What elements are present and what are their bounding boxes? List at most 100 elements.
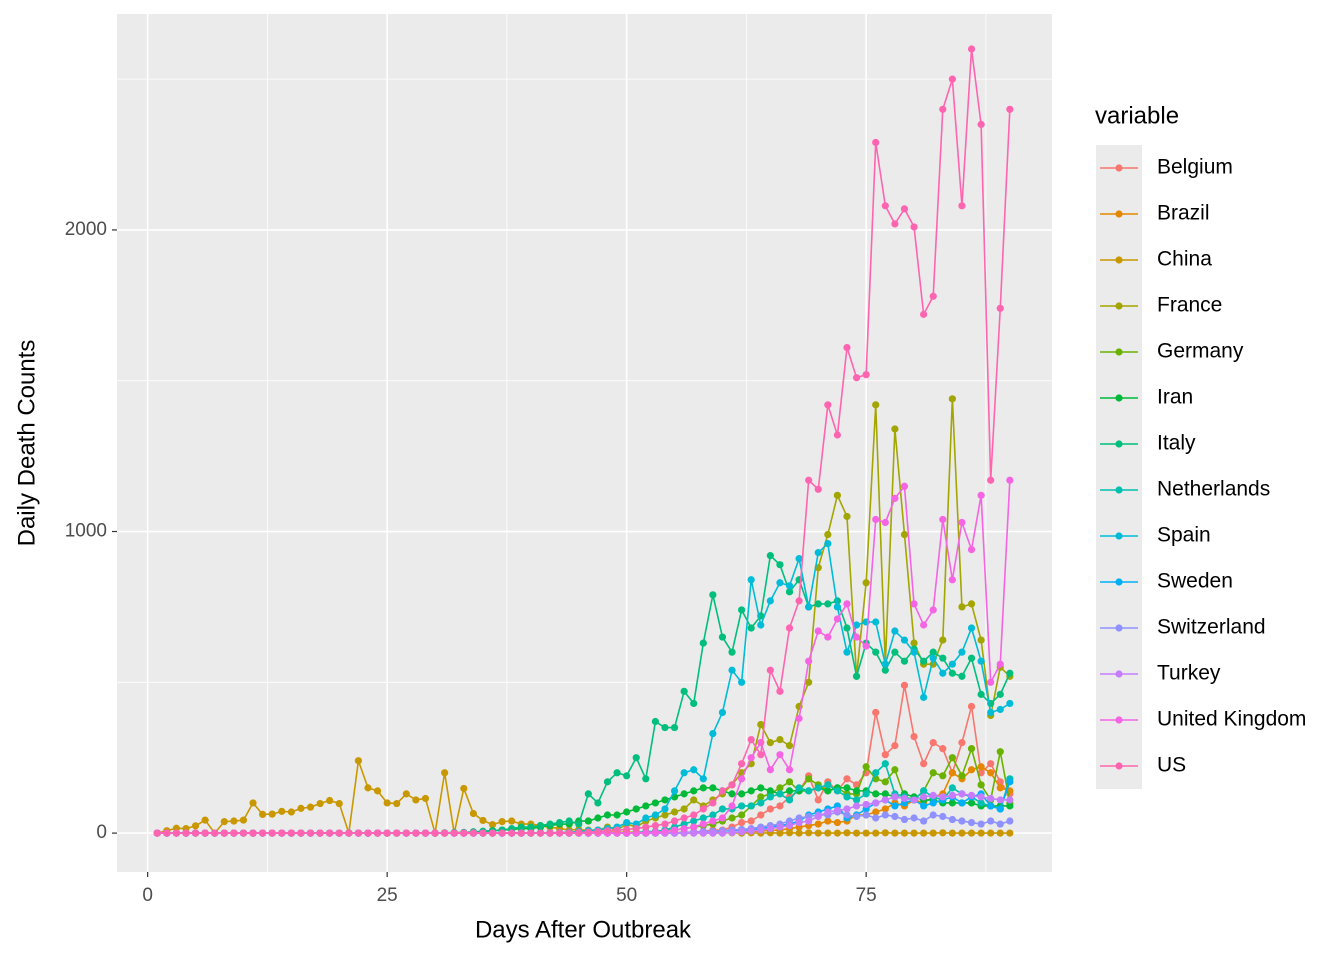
data-point: [757, 751, 765, 759]
data-point: [824, 539, 832, 548]
data-point: [651, 799, 659, 807]
data-point: [469, 829, 477, 837]
y-axis-title: Daily Death Counts: [13, 340, 40, 547]
data-point: [623, 818, 631, 827]
data-point: [709, 817, 717, 825]
data-point: [814, 812, 822, 821]
plot-panel: [117, 14, 1052, 872]
data-point: [852, 374, 861, 382]
data-point: [958, 799, 966, 807]
data-point: [929, 799, 937, 807]
data-point: [814, 485, 822, 493]
data-point: [776, 829, 784, 837]
data-point: [881, 202, 889, 210]
data-point: [651, 828, 659, 836]
data-point: [967, 791, 976, 799]
data-point: [891, 812, 899, 821]
legend-label: Sweden: [1157, 570, 1233, 593]
data-point: [1006, 669, 1014, 677]
data-point: [872, 769, 880, 777]
data-point: [680, 814, 688, 822]
legend-label: France: [1157, 294, 1222, 317]
legend-swatch: [1115, 670, 1123, 678]
legend-swatch: [1115, 578, 1123, 586]
data-point: [690, 817, 698, 825]
data-point: [766, 805, 774, 813]
legend-label: Brazil: [1157, 202, 1210, 225]
data-point: [987, 708, 995, 717]
data-point: [421, 829, 430, 837]
data-point: [220, 818, 228, 826]
legend-title: variable: [1095, 102, 1179, 129]
data-point: [546, 820, 554, 828]
data-point: [843, 624, 851, 632]
y-tick-label: 1000: [65, 521, 107, 542]
data-point: [239, 829, 248, 837]
data-point: [757, 784, 765, 792]
data-point: [776, 802, 784, 810]
data-point: [651, 811, 659, 819]
data-point: [469, 809, 477, 818]
data-point: [948, 576, 956, 584]
data-point: [996, 660, 1004, 668]
data-point: [603, 827, 612, 835]
legend-label: US: [1157, 754, 1186, 777]
data-point: [881, 805, 889, 813]
data-point: [881, 790, 889, 798]
data-point: [958, 518, 966, 527]
data-point: [996, 820, 1004, 828]
data-point: [278, 829, 286, 837]
data-point: [958, 772, 966, 780]
data-point: [517, 829, 525, 837]
data-point: [872, 829, 880, 837]
data-point: [594, 799, 602, 807]
data-point: [920, 802, 928, 810]
data-point: [910, 814, 918, 822]
data-point: [603, 811, 612, 819]
data-point: [939, 793, 947, 801]
series: [153, 45, 1014, 837]
data-point: [900, 205, 909, 213]
data-point: [383, 829, 391, 837]
data-point: [575, 828, 583, 837]
data-point: [948, 829, 956, 837]
data-point: [881, 811, 889, 819]
data-point: [881, 666, 889, 674]
data-point: [747, 827, 755, 835]
data-point: [776, 751, 784, 759]
legend-label: Iran: [1157, 386, 1193, 409]
data-point: [785, 778, 794, 786]
data-point: [958, 672, 966, 680]
data-point: [967, 45, 976, 53]
data-point: [872, 708, 880, 717]
data-point: [699, 805, 707, 813]
data-point: [862, 811, 870, 819]
data-point: [987, 794, 995, 803]
data-point: [881, 760, 889, 768]
data-point: [747, 624, 755, 632]
data-point: [833, 787, 842, 795]
data-point: [757, 793, 765, 801]
legend-label: United Kingdom: [1157, 708, 1306, 731]
data-point: [555, 818, 564, 827]
data-point: [833, 829, 842, 837]
data-point: [642, 828, 650, 837]
data-point: [824, 530, 832, 539]
data-point: [776, 687, 784, 695]
data-point: [316, 829, 324, 837]
legend-swatch: [1115, 440, 1123, 448]
data-point: [833, 806, 842, 815]
data-point: [872, 814, 880, 822]
data-point: [153, 829, 161, 837]
data-point: [795, 784, 803, 792]
data-point: [757, 720, 765, 729]
data-point: [709, 784, 717, 792]
data-point: [527, 823, 535, 831]
data-point: [661, 796, 669, 804]
data-point: [977, 781, 985, 789]
data-point: [814, 829, 822, 837]
data-point: [757, 799, 765, 807]
data-point: [824, 817, 832, 825]
data-point: [191, 822, 200, 830]
data-point: [872, 790, 880, 798]
